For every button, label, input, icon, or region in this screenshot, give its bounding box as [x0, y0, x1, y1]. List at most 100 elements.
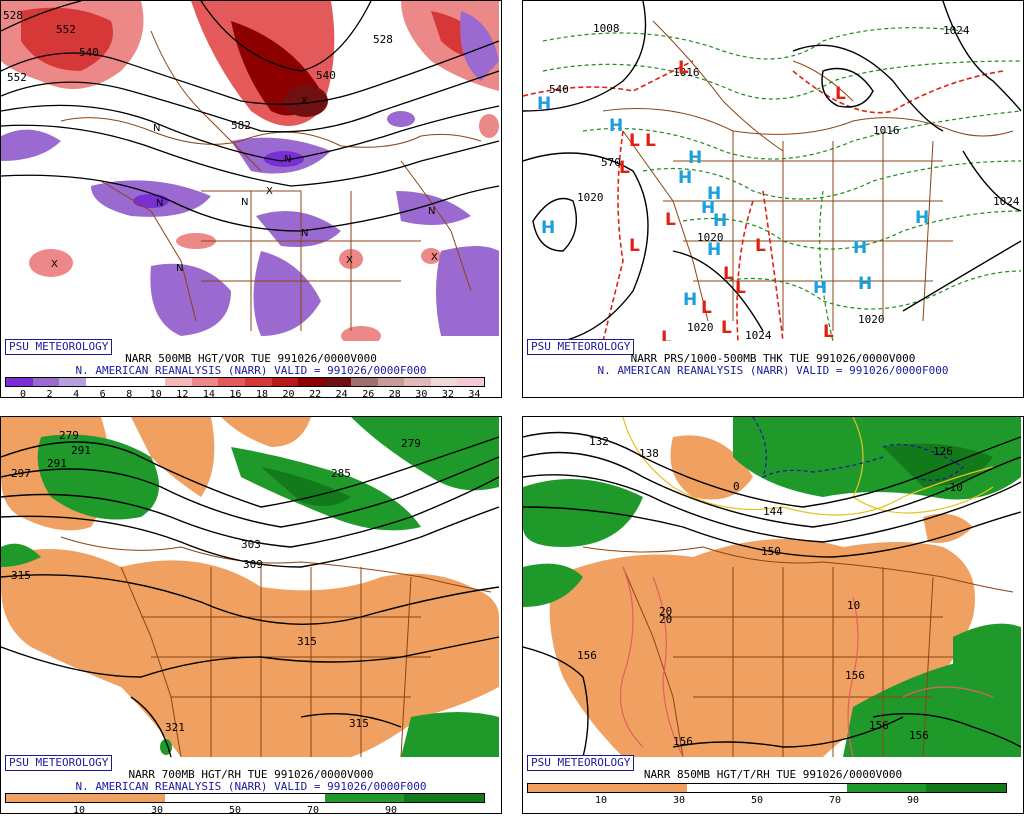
scale-label: 30 [672, 795, 686, 806]
scale-segment [85, 378, 113, 386]
svg-text:156: 156 [869, 719, 889, 732]
scale-segment [687, 784, 768, 792]
scale-label: 24 [335, 389, 348, 400]
svg-text:H: H [688, 148, 702, 168]
psu-meteorology-tag: PSU METEOROLOGY [527, 755, 635, 771]
map-caption: NARR 500MB HGT/VOR TUE 991026/0000V000 [125, 352, 377, 365]
svg-text:N: N [284, 154, 291, 165]
svg-text:L: L [755, 236, 766, 256]
svg-text:279: 279 [401, 437, 421, 450]
svg-text:285: 285 [331, 467, 351, 480]
geographic-borders [60, 30, 482, 331]
scale-label: 4 [73, 389, 80, 400]
pressure-map: 1008 1016 1020 1020 1020 1024 1020 1024 … [523, 1, 1023, 341]
svg-text:552: 552 [56, 23, 76, 36]
scale-label: 8 [126, 389, 133, 400]
scale-label: 26 [362, 389, 375, 400]
svg-text:540: 540 [79, 46, 99, 59]
svg-text:N: N [301, 228, 308, 239]
svg-text:N: N [153, 123, 160, 134]
svg-text:H: H [813, 278, 827, 298]
svg-text:315: 315 [349, 717, 369, 730]
scale-segment [6, 794, 87, 802]
scale-label: 30 [150, 805, 164, 816]
svg-text:N: N [176, 263, 183, 274]
scale-segment [430, 378, 458, 386]
map-caption: NARR 850MB HGT/T/RH TUE 991026/0000V000 [643, 768, 903, 781]
scale-label: 70 [828, 795, 842, 806]
scale-label: 50 [750, 795, 764, 806]
map-validity-caption: N. AMERICAN REANALYSIS (NARR) VALID = 99… [597, 364, 949, 377]
svg-text:156: 156 [577, 649, 597, 662]
svg-text:L: L [721, 318, 732, 338]
panel-850mb-temperature-humidity: 132 138 0 144 150 -10 126 20 20 10 156 1… [522, 416, 1024, 814]
cold-thickness-contours [523, 60, 1004, 341]
svg-text:H: H [537, 94, 551, 114]
scale-label: 14 [202, 389, 215, 400]
svg-text:-10: -10 [943, 481, 963, 494]
svg-text:528: 528 [3, 9, 23, 22]
svg-text:H: H [858, 274, 872, 294]
scale-segment [846, 784, 927, 792]
scale-segment [457, 378, 485, 386]
svg-text:H: H [701, 198, 715, 218]
scale-label: 22 [309, 389, 322, 400]
svg-text:291: 291 [71, 444, 91, 457]
scale-label: 6 [99, 389, 106, 400]
height-contours-850mb [523, 431, 1022, 757]
svg-text:H: H [853, 238, 867, 258]
map-caption: NARR 700MB HGT/RH TUE 991026/0000V000 [128, 768, 374, 781]
svg-text:156: 156 [909, 729, 929, 742]
scale-segment [32, 378, 60, 386]
svg-text:1020: 1020 [858, 313, 885, 326]
svg-text:H: H [683, 290, 697, 310]
scale-segment [85, 794, 166, 802]
svg-text:126: 126 [933, 445, 953, 458]
svg-text:582: 582 [231, 119, 251, 132]
svg-text:315: 315 [297, 635, 317, 648]
scale-segment [138, 378, 166, 386]
scale-segment [324, 794, 405, 802]
svg-text:X: X [301, 96, 308, 107]
svg-text:1024: 1024 [943, 24, 970, 37]
psu-meteorology-tag: PSU METEOROLOGY [527, 339, 635, 355]
svg-text:540: 540 [549, 83, 569, 96]
svg-text:X: X [431, 252, 438, 263]
map-caption: NARR PRS/1000-500MB THK TUE 991026/0000V… [630, 352, 916, 365]
scale-label: 10 [149, 389, 162, 400]
height-contours-700mb [1, 436, 500, 757]
low-pressure-markers: L L L L L L L L L L L L L L [619, 58, 846, 341]
vorticity-scale-labels: 0 2 4 6 8 10 12 14 16 18 20 22 24 26 28 30 32 34 [5, 389, 483, 400]
svg-text:H: H [755, 340, 769, 341]
svg-text:N: N [156, 198, 163, 209]
svg-text:N: N [241, 197, 248, 208]
humidity-scale-labels: 10 30 50 70 90 [5, 805, 483, 816]
scale-segment [377, 378, 405, 386]
svg-text:0: 0 [733, 480, 740, 493]
svg-text:L: L [678, 58, 689, 78]
svg-text:150: 150 [761, 545, 781, 558]
moist-air-areas [523, 417, 1021, 757]
scale-label: 18 [255, 389, 269, 400]
temperature-contours [619, 417, 994, 757]
scale-label: 30 [415, 389, 428, 400]
svg-text:1016: 1016 [873, 124, 900, 137]
psu-meteorology-tag: PSU METEOROLOGY [5, 339, 113, 355]
humidity-color-scale [527, 783, 1007, 793]
isobars [523, 1, 1022, 341]
scale-label: 90 [384, 805, 398, 816]
geographic-borders [60, 536, 492, 757]
svg-text:1008: 1008 [593, 22, 620, 35]
svg-text:552: 552 [7, 71, 27, 84]
scale-segment [298, 378, 326, 386]
thickness-contours [542, 27, 1022, 341]
scale-segment [324, 378, 352, 386]
scale-label: 50 [228, 805, 242, 816]
scale-label: 28 [388, 389, 401, 400]
svg-text:1020: 1020 [697, 231, 724, 244]
svg-text:144: 144 [763, 505, 783, 518]
svg-text:1024: 1024 [993, 195, 1020, 208]
scale-segment [218, 378, 246, 386]
scale-label: 0 [19, 389, 27, 400]
svg-text:H: H [707, 184, 721, 204]
